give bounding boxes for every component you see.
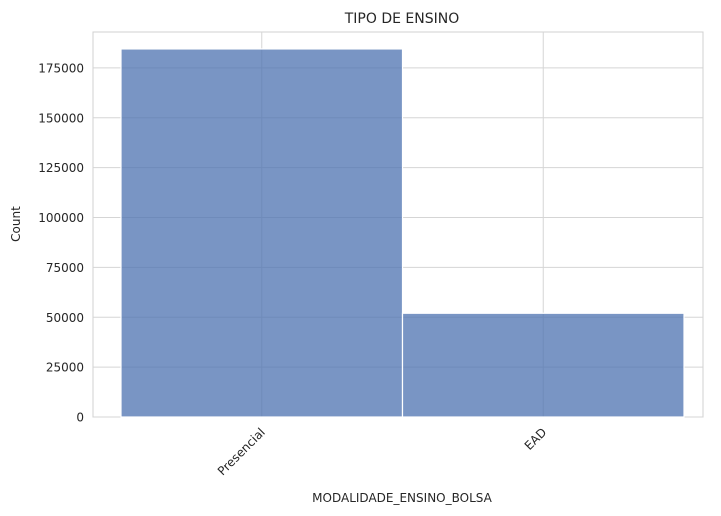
y-axis-label: Count: [9, 206, 23, 242]
x-axis-label: MODALIDADE_ENSINO_BOLSA: [312, 491, 492, 505]
y-tick-label: 150000: [38, 111, 84, 125]
chart-title: TIPO DE ENSINO: [344, 11, 460, 27]
y-tick-label: 125000: [38, 161, 84, 175]
bar: [120, 48, 404, 418]
bars: [120, 48, 685, 418]
y-tick-label: 175000: [38, 61, 84, 75]
x-tick-labels: Presencial EAD: [215, 425, 549, 478]
y-tick-label: 75000: [46, 261, 84, 275]
y-tick-label: 0: [76, 411, 84, 425]
y-tick-label: 100000: [38, 211, 84, 225]
y-tick-labels: 0 25000 50000 75000 100000 125000 150000 175000: [38, 61, 84, 424]
y-tick-label: 25000: [46, 361, 84, 375]
x-tick-label: EAD: [522, 425, 550, 453]
bar: [401, 312, 685, 418]
y-tick-label: 50000: [46, 311, 84, 325]
x-tick-label: Presencial: [215, 425, 268, 478]
